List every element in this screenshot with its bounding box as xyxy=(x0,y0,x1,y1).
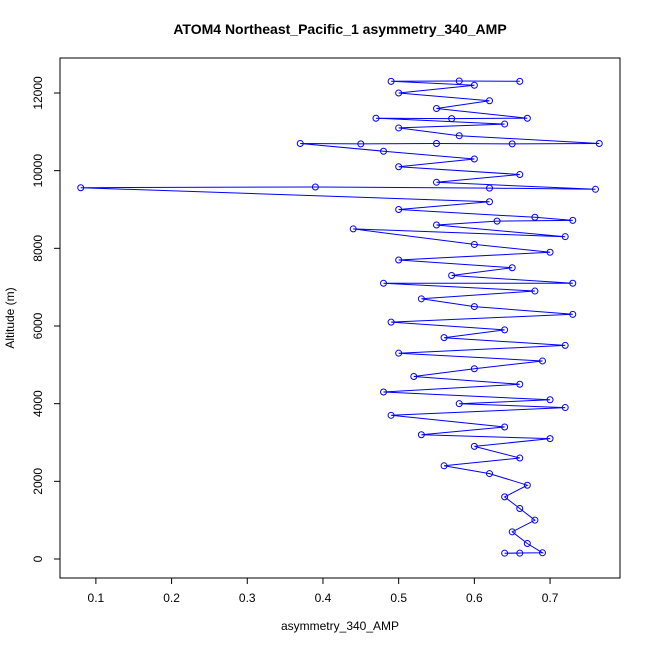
data-point xyxy=(546,248,554,256)
data-point xyxy=(387,77,395,85)
data-point xyxy=(516,549,524,557)
data-point xyxy=(433,105,441,113)
data-point xyxy=(561,233,569,241)
data-point xyxy=(440,334,448,342)
data-point xyxy=(501,120,509,128)
data-point xyxy=(448,115,456,123)
x-tick-label: 0.4 xyxy=(315,591,332,605)
data-point xyxy=(501,423,509,431)
data-point xyxy=(455,132,463,140)
data-point xyxy=(387,318,395,326)
y-axis-label: Altitude (m) xyxy=(3,287,17,348)
data-point xyxy=(546,396,554,404)
data-point xyxy=(516,380,524,388)
data-point xyxy=(417,431,425,439)
data-point xyxy=(417,295,425,303)
y-tick-label: 6000 xyxy=(31,312,45,339)
chart-title: ATOM4 Northeast_Pacific_1 asymmetry_340_… xyxy=(173,21,506,37)
data-point xyxy=(470,442,478,450)
data-point xyxy=(372,114,380,122)
data-point xyxy=(395,349,403,357)
data-point xyxy=(569,279,577,287)
data-point xyxy=(455,400,463,408)
data-point xyxy=(531,213,539,221)
x-tick-label: 0.3 xyxy=(239,591,256,605)
data-point xyxy=(516,505,524,513)
data-point xyxy=(380,388,388,396)
data-point xyxy=(538,357,546,365)
data-point xyxy=(77,184,85,192)
data-point xyxy=(569,216,577,224)
x-tick-label: 0.6 xyxy=(466,591,483,605)
data-point xyxy=(349,225,357,233)
y-tick-label: 4000 xyxy=(31,390,45,417)
data-point xyxy=(523,539,531,547)
data-line xyxy=(80,80,600,554)
data-point xyxy=(440,462,448,470)
data-point xyxy=(380,279,388,287)
data-point xyxy=(433,221,441,229)
data-point xyxy=(395,124,403,132)
data-point xyxy=(516,454,524,462)
data-point xyxy=(561,341,569,349)
data-point xyxy=(595,139,603,147)
data-point xyxy=(546,435,554,443)
data-point xyxy=(395,205,403,213)
data-point xyxy=(516,77,524,85)
data-point xyxy=(470,81,478,89)
data-point xyxy=(561,404,569,412)
x-tick-label: 0.7 xyxy=(542,591,559,605)
data-point xyxy=(455,77,463,85)
data-point xyxy=(433,178,441,186)
data-point xyxy=(380,147,388,155)
data-point xyxy=(516,171,524,179)
x-axis-label: asymmetry_340_AMP xyxy=(281,619,399,633)
data-point xyxy=(485,184,493,192)
plot-frame xyxy=(59,57,621,579)
data-point xyxy=(470,240,478,248)
data-point xyxy=(395,163,403,171)
data-point xyxy=(387,411,395,419)
data-point xyxy=(523,481,531,489)
y-tick-label: 12000 xyxy=(31,76,45,110)
data-point xyxy=(470,303,478,311)
y-tick-label: 8000 xyxy=(31,235,45,262)
data-point xyxy=(395,256,403,264)
data-point xyxy=(470,365,478,373)
y-tick-label: 0 xyxy=(31,555,45,562)
data-point xyxy=(501,493,509,501)
data-point xyxy=(508,528,516,536)
data-point xyxy=(531,287,539,295)
data-point xyxy=(531,516,539,524)
data-point xyxy=(501,326,509,334)
data-point xyxy=(508,264,516,272)
data-point xyxy=(485,470,493,478)
data-point xyxy=(493,217,501,225)
y-tick-label: 10000 xyxy=(31,154,45,188)
data-point xyxy=(508,140,516,148)
x-tick-label: 0.5 xyxy=(390,591,407,605)
data-point xyxy=(448,272,456,280)
x-tick-label: 0.2 xyxy=(163,591,180,605)
data-point xyxy=(523,114,531,122)
x-tick-label: 0.1 xyxy=(88,591,105,605)
data-point xyxy=(357,140,365,148)
data-point xyxy=(485,97,493,105)
y-tick-label: 2000 xyxy=(31,468,45,495)
data-point xyxy=(433,139,441,147)
data-point xyxy=(538,549,546,557)
data-point xyxy=(591,185,599,193)
data-point xyxy=(311,183,319,191)
data-point xyxy=(410,372,418,380)
data-point xyxy=(569,310,577,318)
data-point xyxy=(501,549,509,557)
data-point xyxy=(485,198,493,206)
data-point xyxy=(395,89,403,97)
data-point xyxy=(470,155,478,163)
data-point xyxy=(296,139,304,147)
